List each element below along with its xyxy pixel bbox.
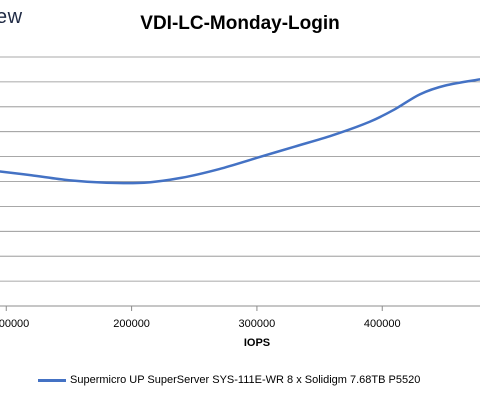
legend-swatch <box>38 378 66 382</box>
series-line <box>0 78 480 185</box>
brand-logo-text: ew <box>0 6 23 28</box>
x-tick-label: 300000 <box>239 318 276 330</box>
x-tick-label: 400000 <box>364 318 401 330</box>
x-axis-label: IOPS <box>243 337 271 349</box>
x-tick-label: 00000 <box>0 318 29 330</box>
legend-label: Supermicro UP SuperServer SYS-111E-WR 8 … <box>70 374 421 386</box>
x-tick-label: 200000 <box>113 318 150 330</box>
chart-title: VDI-LC-Monday-Login <box>140 13 340 34</box>
legend: Supermicro UP SuperServer SYS-111E-WR 8 … <box>38 374 420 386</box>
